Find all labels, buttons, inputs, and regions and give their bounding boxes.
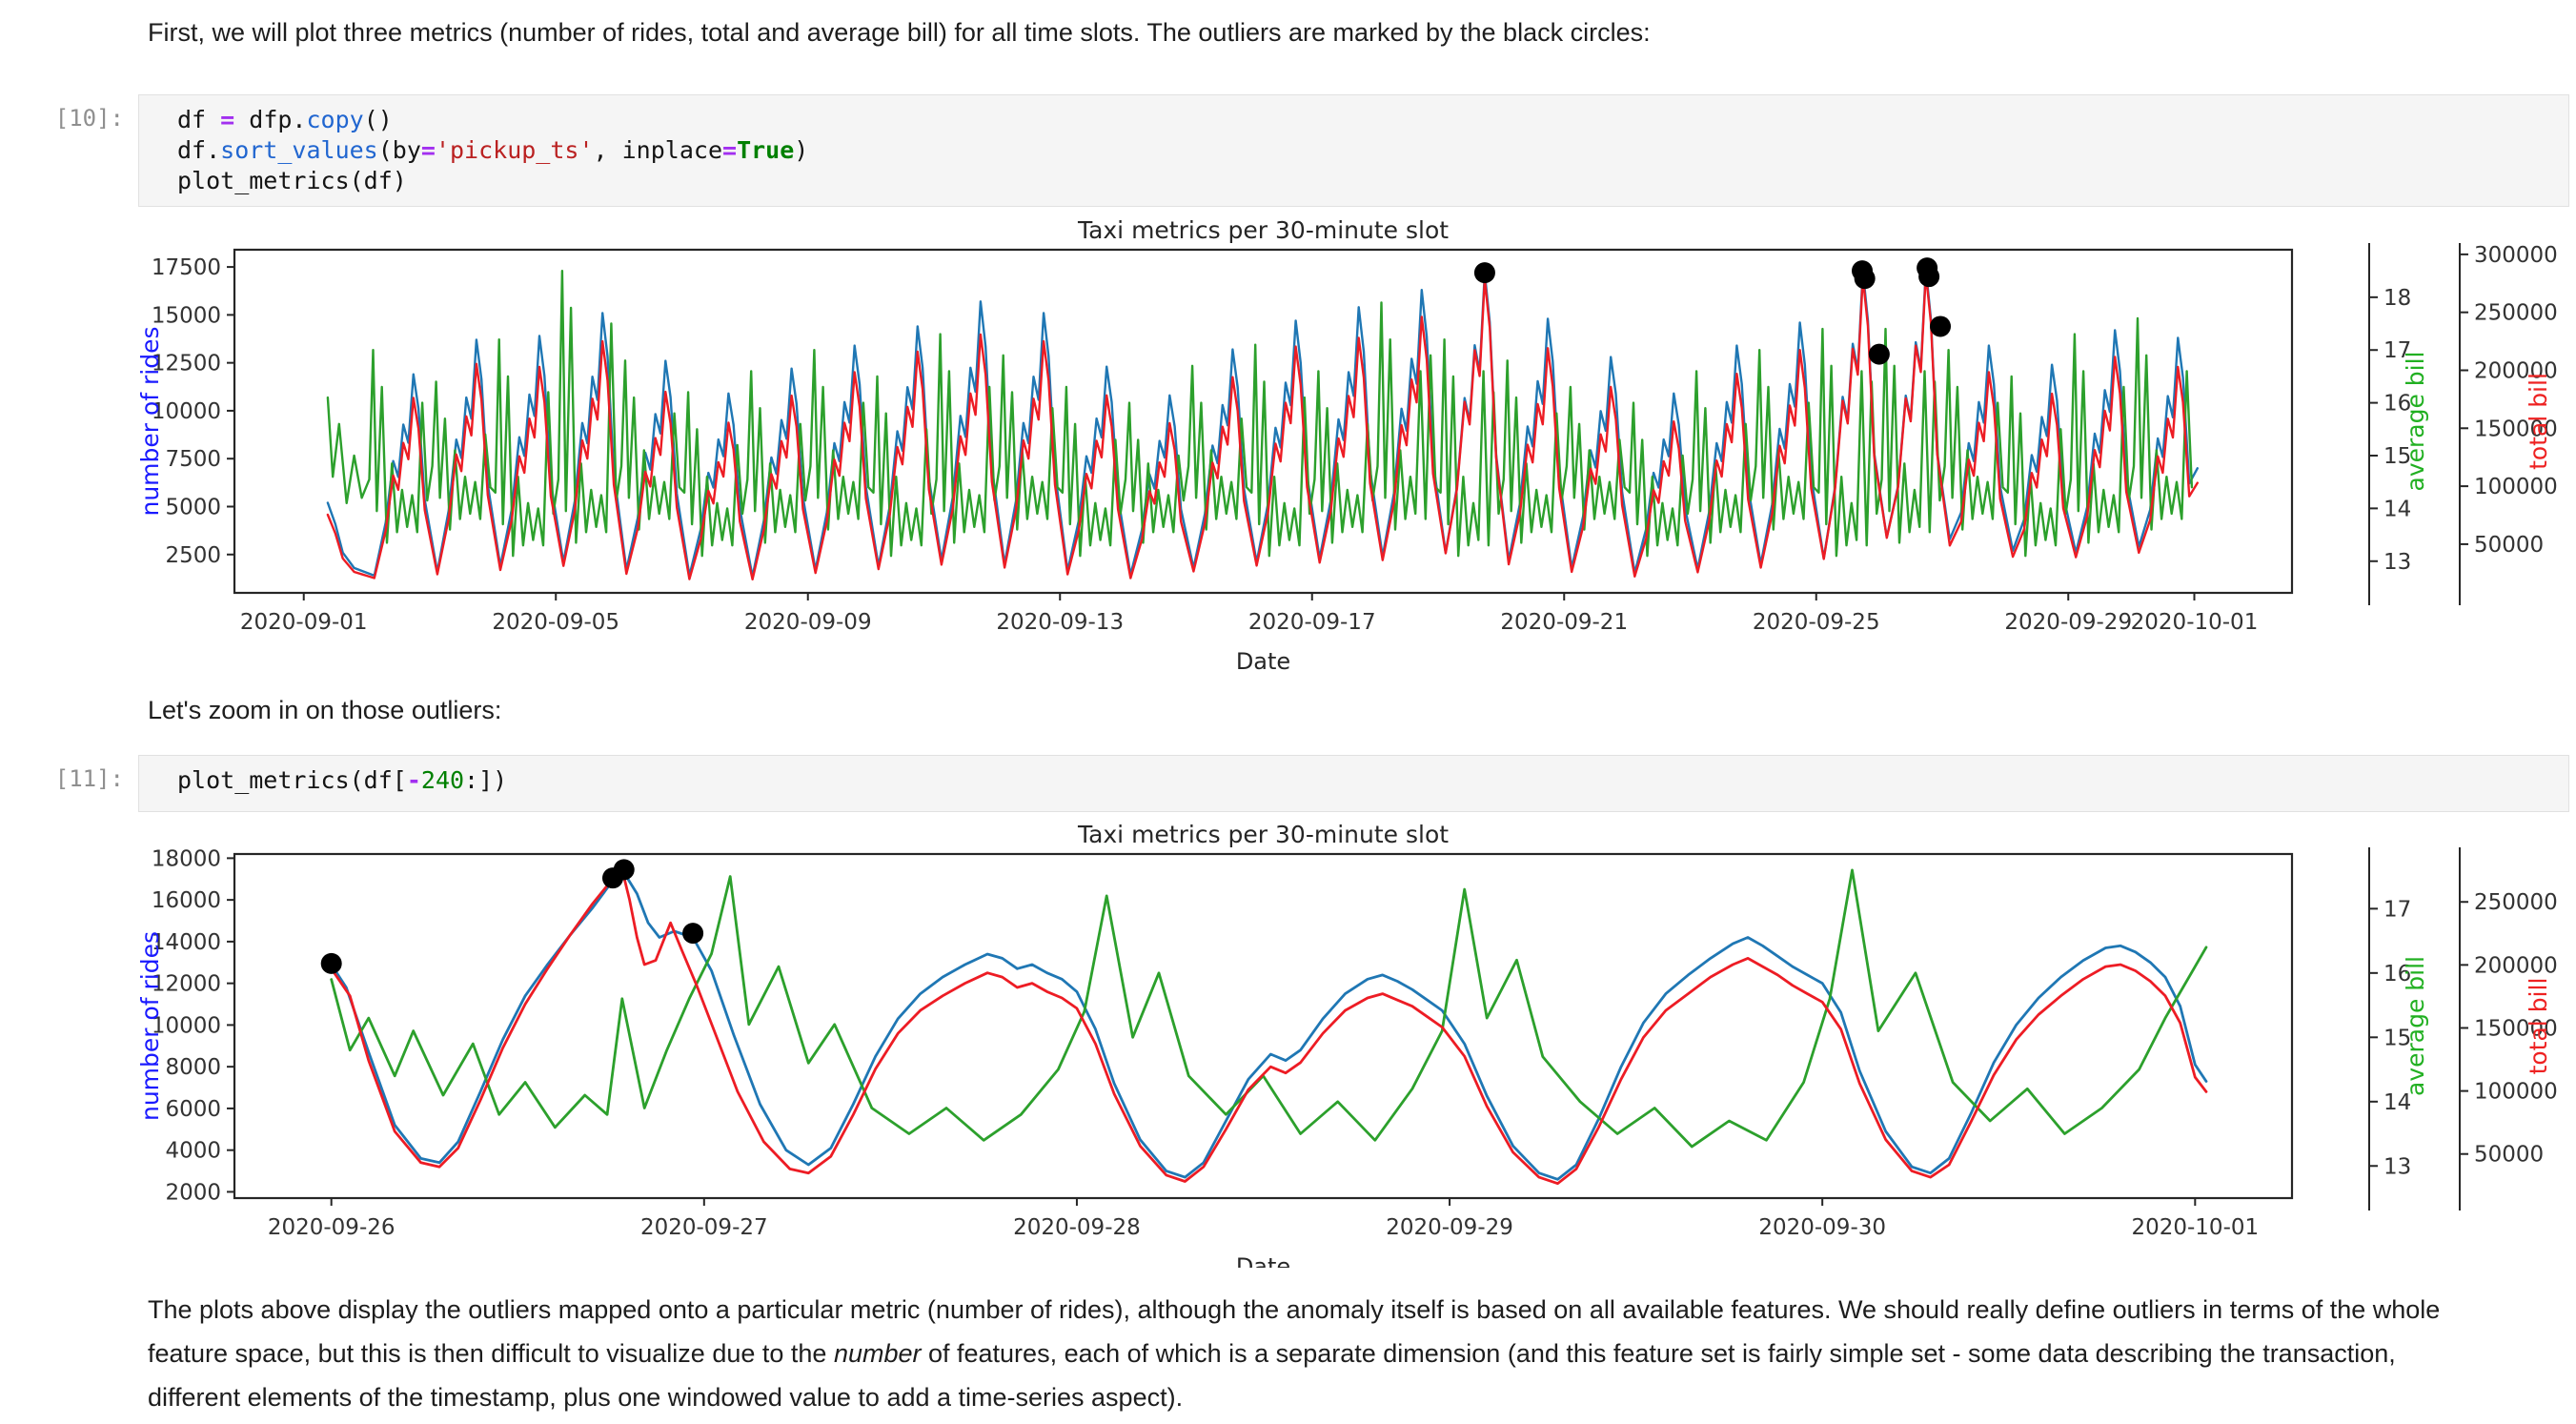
outro-part1: The plots above display the outliers map… — [148, 1295, 2441, 1368]
x-tick-label: 2020-09-27 — [640, 1215, 768, 1240]
y-tick-label: 6000 — [165, 1097, 221, 1122]
markdown-intro-text: First, we will plot three metrics (numbe… — [148, 18, 1651, 47]
plot-area — [233, 852, 2294, 1200]
avg-bill-line — [326, 270, 2194, 558]
avg-tick-label: 15 — [2383, 1026, 2411, 1050]
code-cell-11[interactable]: plot_metrics(df[-240:]) — [138, 755, 2569, 812]
x-tick-label: 2020-09-29 — [2004, 610, 2132, 635]
total-tick-label: 50000 — [2474, 533, 2544, 558]
y-tick-label: 18000 — [152, 846, 221, 871]
figure-all-slots: Taxi metrics per 30-minute slot 2020-09-0… — [136, 216, 2558, 675]
avg-axis-label: average bill — [2402, 956, 2429, 1096]
outlier-marker — [1854, 268, 1876, 290]
y-tick-label: 10000 — [152, 1013, 221, 1038]
x-tick-label: 2020-10-01 — [2131, 610, 2259, 635]
y-tick-label: 12000 — [152, 972, 221, 997]
chart-title: Taxi metrics per 30-minute slot — [1077, 821, 1449, 848]
x-tick-label: 2020-09-28 — [1013, 1215, 1141, 1240]
x-tick-label: 2020-09-25 — [1753, 610, 1880, 635]
markdown-intro: First, we will plot three metrics (numbe… — [148, 10, 1651, 54]
total-tick-label: 50000 — [2474, 1143, 2544, 1168]
cell-prompt-10: [10]: — [54, 105, 124, 132]
y-tick-label: 12500 — [152, 352, 221, 376]
outro-italic-word: number — [833, 1339, 922, 1368]
outlier-marker — [1868, 343, 1890, 365]
total-tick-label: 250000 — [2474, 890, 2558, 915]
avg-tick-label: 18 — [2383, 286, 2411, 311]
avg-bill-line — [330, 868, 2208, 1149]
avg-tick-label: 14 — [2383, 1090, 2411, 1115]
avg-axis-label: average bill — [2402, 352, 2429, 492]
y-tick-label: 4000 — [165, 1139, 221, 1164]
y-tick-label: 2500 — [165, 543, 221, 568]
x-tick-label: 2020-09-13 — [996, 610, 1124, 635]
x-tick-label: 2020-09-09 — [744, 610, 872, 635]
y-tick-label: 8000 — [165, 1055, 221, 1080]
code-line: df.sort_values(by='pickup_ts', inplace=T… — [177, 136, 809, 164]
outlier-marker — [1930, 315, 1952, 337]
x-tick-label: 2020-10-01 — [2131, 1215, 2259, 1240]
y-tick-label: 15000 — [152, 303, 221, 328]
total-tick-label: 300000 — [2474, 243, 2558, 268]
y-tick-label: 16000 — [152, 888, 221, 913]
total-tick-label: 250000 — [2474, 301, 2558, 326]
outlier-marker — [320, 952, 342, 974]
y-tick-label: 10000 — [152, 399, 221, 424]
x-tick-label: 2020-09-05 — [492, 610, 619, 635]
markdown-zoom: Let's zoom in on those outliers: — [148, 688, 501, 732]
code-line: plot_metrics(df[-240:]) — [177, 766, 508, 794]
x-tick-label: 2020-09-26 — [268, 1215, 396, 1240]
rides-axis-label: number of rides — [136, 326, 164, 516]
code-cell-10[interactable]: df = dfp.copy() df.sort_values(by='pickup… — [138, 94, 2569, 207]
avg-tick-label: 14 — [2383, 497, 2411, 521]
rides-axis-label: number of rides — [136, 931, 164, 1121]
x-tick-label: 2020-09-17 — [1248, 610, 1376, 635]
y-tick-label: 5000 — [165, 495, 221, 519]
total-axis-label: total bill — [2525, 978, 2552, 1075]
total-tick-label: 150000 — [2474, 1016, 2558, 1041]
x-axis-label: Date — [1236, 648, 1290, 675]
avg-tick-label: 16 — [2383, 392, 2411, 417]
total-bill-line — [326, 272, 2200, 580]
figure-zoom-outliers: Taxi metrics per 30-minute slot 2020-09-2… — [136, 821, 2558, 1268]
markdown-outro: The plots above display the outliers map… — [148, 1288, 2459, 1419]
cell-prompt-11: [11]: — [54, 765, 124, 792]
total-tick-label: 150000 — [2474, 417, 2558, 441]
total-bill-line — [330, 868, 2208, 1186]
total-tick-label: 200000 — [2474, 358, 2558, 383]
y-tick-label: 2000 — [165, 1180, 221, 1205]
code-line: plot_metrics(df) — [177, 167, 407, 194]
code-editor-10[interactable]: df = dfp.copy() df.sort_values(by='pickup… — [139, 95, 2568, 206]
avg-tick-label: 16 — [2383, 962, 2411, 987]
y-tick-label: 17500 — [152, 255, 221, 280]
plot-area — [233, 248, 2294, 595]
total-tick-label: 200000 — [2474, 953, 2558, 978]
total-axis-label: total bill — [2525, 373, 2552, 470]
avg-tick-label: 13 — [2383, 550, 2411, 575]
total-tick-label: 100000 — [2474, 1080, 2558, 1105]
outlier-marker — [682, 923, 704, 945]
chart-title: Taxi metrics per 30-minute slot — [1077, 216, 1449, 244]
avg-tick-label: 17 — [2383, 897, 2411, 922]
outlier-marker — [1473, 262, 1495, 284]
outro-part2: of features, each of which is a separate… — [148, 1339, 2396, 1412]
avg-tick-label: 13 — [2383, 1154, 2411, 1179]
avg-tick-label: 15 — [2383, 444, 2411, 469]
x-tick-label: 2020-09-30 — [1758, 1215, 1886, 1240]
x-tick-label: 2020-09-29 — [1386, 1215, 1513, 1240]
avg-tick-label: 17 — [2383, 338, 2411, 363]
rides-line — [330, 868, 2208, 1181]
markdown-zoom-text: Let's zoom in on those outliers: — [148, 696, 502, 724]
x-tick-label: 2020-09-01 — [240, 610, 368, 635]
code-line: df = dfp.copy() — [177, 106, 393, 133]
x-axis-label: Date — [1236, 1253, 1290, 1268]
y-tick-label: 14000 — [152, 930, 221, 955]
outlier-marker — [613, 859, 635, 881]
code-editor-11[interactable]: plot_metrics(df[-240:]) — [139, 756, 2568, 805]
outlier-marker — [1918, 266, 1940, 288]
y-tick-label: 7500 — [165, 447, 221, 472]
x-tick-label: 2020-09-21 — [1500, 610, 1628, 635]
total-tick-label: 100000 — [2474, 475, 2558, 499]
